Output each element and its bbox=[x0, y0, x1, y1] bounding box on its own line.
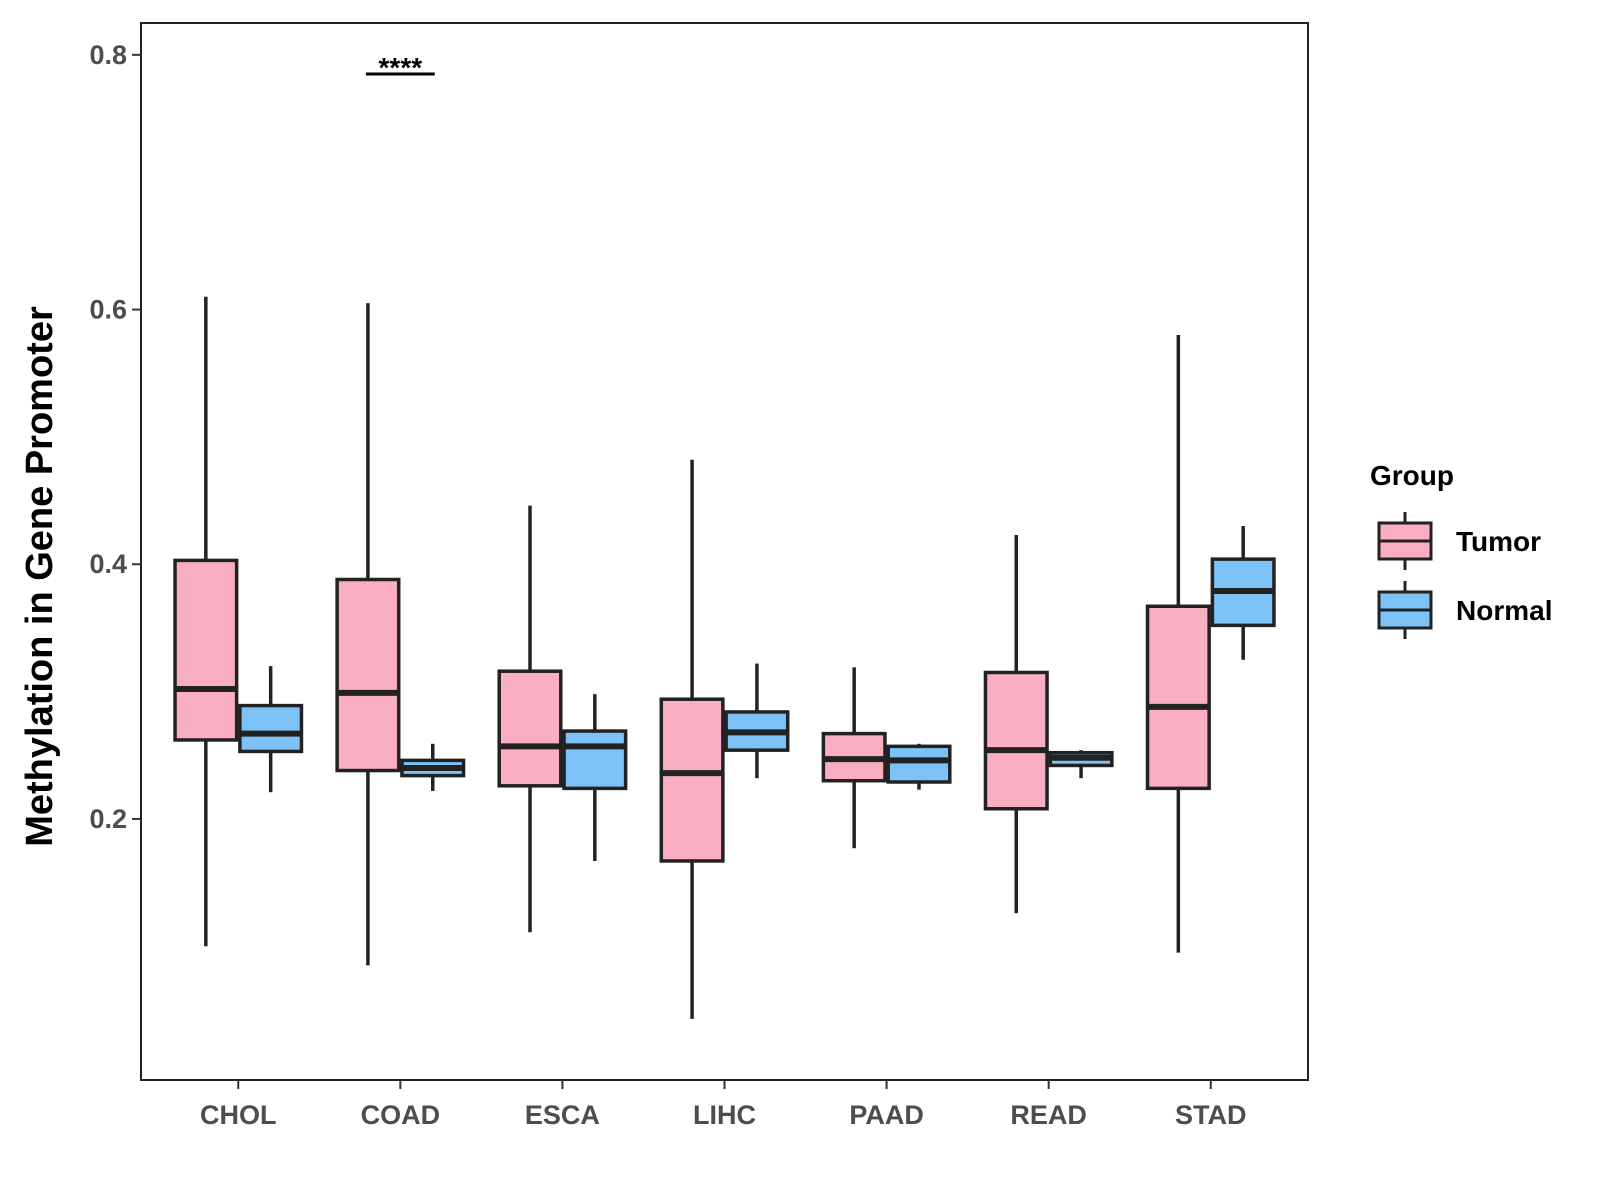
box-iqr bbox=[238, 703, 304, 754]
box-normal-lihc bbox=[724, 663, 790, 779]
x-tick-label-lihc: LIHC bbox=[693, 1100, 756, 1130]
box-series bbox=[173, 296, 1276, 1019]
x-axis: CHOL COAD ESCA LIHC PAAD READ STAD bbox=[200, 1080, 1247, 1130]
box-iqr bbox=[173, 558, 239, 742]
x-tick-label-coad: COAD bbox=[361, 1100, 441, 1130]
x-tick-label-read: READ bbox=[1010, 1100, 1087, 1130]
box-normal-read bbox=[1048, 750, 1114, 779]
y-tick-label: 0.4 bbox=[89, 549, 127, 579]
box-iqr bbox=[1145, 604, 1211, 791]
legend: Group Tumor Normal bbox=[1370, 460, 1552, 639]
legend-item-normal: Normal bbox=[1377, 581, 1552, 639]
x-tick-label-paad: PAAD bbox=[849, 1100, 924, 1130]
box-iqr bbox=[335, 577, 401, 773]
box-iqr bbox=[497, 669, 563, 788]
x-tick-label-chol: CHOL bbox=[200, 1100, 277, 1130]
y-tick-label: 0.8 bbox=[89, 40, 127, 70]
y-tick-label: 0.6 bbox=[89, 295, 127, 325]
box-normal-paad bbox=[886, 743, 952, 790]
box-normal-stad bbox=[1210, 526, 1276, 660]
x-tick-label-stad: STAD bbox=[1175, 1100, 1247, 1130]
legend-title: Group bbox=[1370, 460, 1454, 491]
box-iqr bbox=[983, 670, 1049, 811]
box-tumor-read bbox=[983, 534, 1049, 914]
y-tick-label: 0.2 bbox=[89, 804, 127, 834]
box-iqr bbox=[659, 697, 725, 863]
plot-panel bbox=[140, 22, 1309, 1081]
box-tumor-lihc bbox=[659, 459, 725, 1019]
box-tumor-esca bbox=[497, 505, 563, 933]
legend-label: Normal bbox=[1456, 595, 1552, 626]
box-tumor-chol bbox=[173, 296, 239, 947]
box-iqr bbox=[886, 744, 952, 784]
box-normal-coad bbox=[400, 743, 466, 791]
y-axis-title: Methylation in Gene Promoter bbox=[19, 306, 61, 847]
legend-label: Tumor bbox=[1456, 526, 1541, 557]
significance-annotations: **** bbox=[365, 52, 435, 83]
legend-item-tumor: Tumor bbox=[1377, 512, 1541, 570]
series-tumor bbox=[173, 296, 1211, 1019]
box-tumor-stad bbox=[1145, 335, 1211, 953]
box-iqr bbox=[562, 729, 628, 791]
x-tick-label-esca: ESCA bbox=[525, 1100, 600, 1130]
box-normal-chol bbox=[238, 666, 304, 793]
series-normal bbox=[238, 526, 1276, 861]
box-normal-esca bbox=[562, 694, 628, 861]
y-axis: 0.2 0.4 0.6 0.8 bbox=[89, 40, 141, 834]
box-tumor-paad bbox=[821, 667, 887, 849]
box-tumor-coad bbox=[335, 303, 401, 966]
significance-label: **** bbox=[379, 52, 423, 83]
